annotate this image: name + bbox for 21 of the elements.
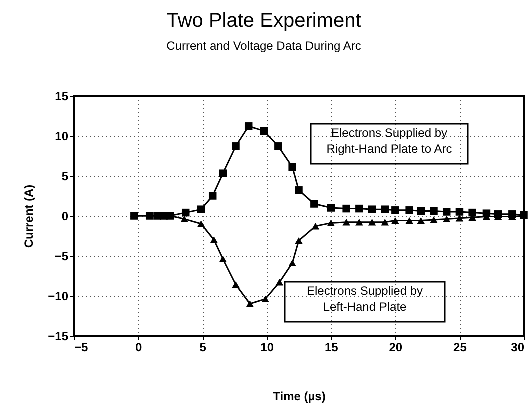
y-tick-label: −10 (48, 290, 69, 304)
y-tick-label: 5 (62, 170, 69, 184)
x-axis-title: Time (µs) (273, 390, 326, 404)
y-tick-label: 0 (62, 210, 69, 224)
y-axis-title: Current (A) (22, 184, 36, 248)
x-tick-label: 25 (454, 340, 468, 354)
x-tick-label: 5 (200, 340, 207, 354)
x-tick-label: 15 (324, 340, 339, 354)
x-tick-label: 0 (135, 340, 142, 354)
x-tick-label: 30 (511, 340, 525, 354)
chart-title: Two Plate Experiment (166, 10, 362, 32)
y-tick-label: −5 (54, 250, 69, 264)
y-tick-label: −15 (48, 330, 69, 344)
y-tick-label: 15 (55, 90, 69, 104)
x-tick-label: −5 (74, 340, 89, 354)
series-label: Electrons Supplied by Left-Hand Plate (306, 284, 424, 314)
chart-subtitle: Current and Voltage Data During Arc (166, 39, 362, 53)
text: Electrons Supplied by Right-Hand Plate to Arc (326, 126, 452, 156)
x-tick-label: 20 (389, 340, 403, 354)
y-tick-label: 10 (55, 130, 69, 144)
x-tick-label: 10 (260, 340, 274, 354)
